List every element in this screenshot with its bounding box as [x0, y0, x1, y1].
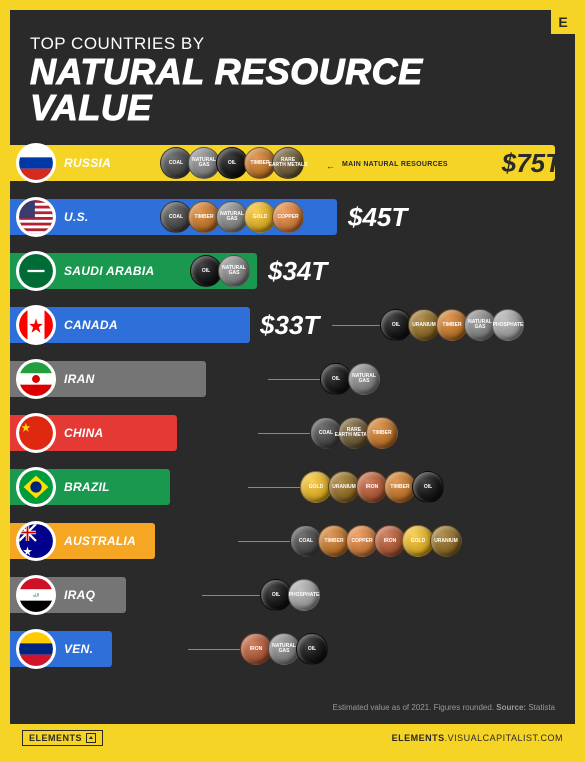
resources-list: COALNATURAL GASOILTIMBERRARE EARTH METAL… — [160, 147, 304, 179]
resource-sphere: PHOSPHATE — [492, 309, 524, 341]
connector-line — [188, 649, 240, 650]
connector-line — [238, 541, 290, 542]
value-label: $45T — [348, 202, 407, 233]
footnote-source-label: Source: — [496, 703, 526, 712]
footer-brand-icon — [86, 733, 96, 743]
title: NATURAL RESOURCE VALUE — [30, 54, 555, 126]
resource-sphere: RARE EARTH METALS — [272, 147, 304, 179]
resources-list: OILPHOSPHATE — [260, 579, 320, 611]
chart-row: AUSTRALIA COALTIMBERCOPPERIRONGOLDURANIUM… — [10, 518, 575, 564]
footnote-source: Statista — [528, 703, 555, 712]
country-label: IRAQ — [64, 588, 95, 602]
country-label: VEN. — [64, 642, 93, 656]
flag-icon: الله — [16, 575, 56, 615]
connector-line — [248, 487, 300, 488]
chart-row: BRAZIL GOLDURANIUMIRONTIMBEROIL $22T — [10, 464, 575, 510]
country-label: RUSSIA — [64, 156, 111, 170]
svg-text:الله: الله — [33, 593, 40, 598]
flag-icon — [16, 305, 56, 345]
value-label: $23T — [188, 418, 247, 449]
value-label: 27T — [218, 364, 263, 395]
resource-sphere: NATURAL GAS — [218, 255, 250, 287]
resources-list: OILNATURAL GAS — [190, 255, 250, 287]
resources-list: OILURANIUMTIMBERNATURAL GASPHOSPHATE — [380, 309, 524, 341]
resource-sphere: URANIUM — [430, 525, 462, 557]
country-label: CHINA — [64, 426, 104, 440]
country-label: BRAZIL — [64, 480, 110, 494]
flag-icon — [16, 467, 56, 507]
flag-icon — [16, 197, 56, 237]
value-label: $14T — [122, 634, 181, 665]
chart-row: VEN. IRONNATURAL GASOIL $14T — [10, 626, 575, 672]
country-label: SAUDI ARABIA — [64, 264, 155, 278]
chart-row: CHINA COALRARE EARTH METALSTIMBER $23T — [10, 410, 575, 456]
main-resources-label: MAIN NATURAL RESOURCES — [342, 161, 448, 168]
flag-icon — [16, 251, 56, 291]
connector-line — [202, 595, 260, 596]
country-label: AUSTRALIA — [64, 534, 136, 548]
connector-line — [332, 325, 380, 326]
resources-list: GOLDURANIUMIRONTIMBEROIL — [300, 471, 444, 503]
footer-url-rest: .VISUALCAPITALIST.COM — [445, 733, 563, 743]
country-label: IRAN — [64, 372, 95, 386]
value-label: $16T — [136, 580, 195, 611]
flag-icon — [16, 629, 56, 669]
resources-list: COALTIMBERCOPPERIRONGOLDURANIUM — [290, 525, 462, 557]
country-label: CANADA — [64, 318, 118, 332]
connector-line — [258, 433, 310, 434]
flag-icon — [16, 521, 56, 561]
footer-url-bold: ELEMENTS — [392, 733, 445, 743]
country-label: U.S. — [64, 210, 89, 224]
chart-row: RUSSIA COALNATURAL GASOILTIMBERRARE EARTH… — [10, 140, 575, 186]
connector-line — [268, 379, 320, 380]
arrow-left-icon: ← — [326, 161, 335, 171]
resource-sphere: NATURAL GAS — [348, 363, 380, 395]
footnote: Estimated value as of 2021. Figures roun… — [333, 703, 555, 712]
resources-list: IRONNATURAL GASOIL — [240, 633, 328, 665]
chart-row: IRAN OILNATURAL GAS 27T — [10, 356, 575, 402]
footer-brand: ELEMENTS — [22, 730, 103, 746]
resources-list: COALTIMBERNATURAL GASGOLDCOPPER — [160, 201, 304, 233]
chart-row: الله IRAQ OILPHOSPHATE $16T — [10, 572, 575, 618]
resources-list: OILNATURAL GAS — [320, 363, 380, 395]
resource-sphere: TIMBER — [366, 417, 398, 449]
resource-sphere: OIL — [412, 471, 444, 503]
value-label: $75T — [502, 148, 561, 179]
chart-row: SAUDI ARABIA OILNATURAL GAS $34T — [10, 248, 575, 294]
resource-sphere: OIL — [296, 633, 328, 665]
resource-sphere: PHOSPHATE — [288, 579, 320, 611]
chart-rows: RUSSIA COALNATURAL GASOILTIMBERRARE EARTH… — [10, 138, 575, 672]
footer-url: ELEMENTS.VISUALCAPITALIST.COM — [392, 733, 563, 743]
resource-sphere: COPPER — [272, 201, 304, 233]
value-label: $22T — [180, 472, 239, 503]
resources-list: COALRARE EARTH METALSTIMBER — [310, 417, 398, 449]
flag-icon — [16, 413, 56, 453]
chart-row: CANADA OILURANIUMTIMBERNATURAL GASPHOSPHA… — [10, 302, 575, 348]
footnote-text: Estimated value as of 2021. Figures roun… — [333, 703, 497, 712]
footer-brand-text: ELEMENTS — [29, 733, 82, 743]
flag-icon — [16, 143, 56, 183]
brand-badge: E — [551, 10, 575, 34]
header: TOP COUNTRIES BY NATURAL RESOURCE VALUE — [10, 10, 575, 138]
value-label: $34T — [268, 256, 327, 287]
value-label: $33T — [260, 310, 319, 341]
chart-row: U.S. COALTIMBERNATURAL GASGOLDCOPPER $45T — [10, 194, 575, 240]
flag-icon — [16, 359, 56, 399]
footer: ELEMENTS ELEMENTS.VISUALCAPITALIST.COM — [10, 724, 575, 752]
main-frame: E TOP COUNTRIES BY NATURAL RESOURCE VALU… — [10, 10, 575, 752]
value-label: $20T — [166, 526, 225, 557]
